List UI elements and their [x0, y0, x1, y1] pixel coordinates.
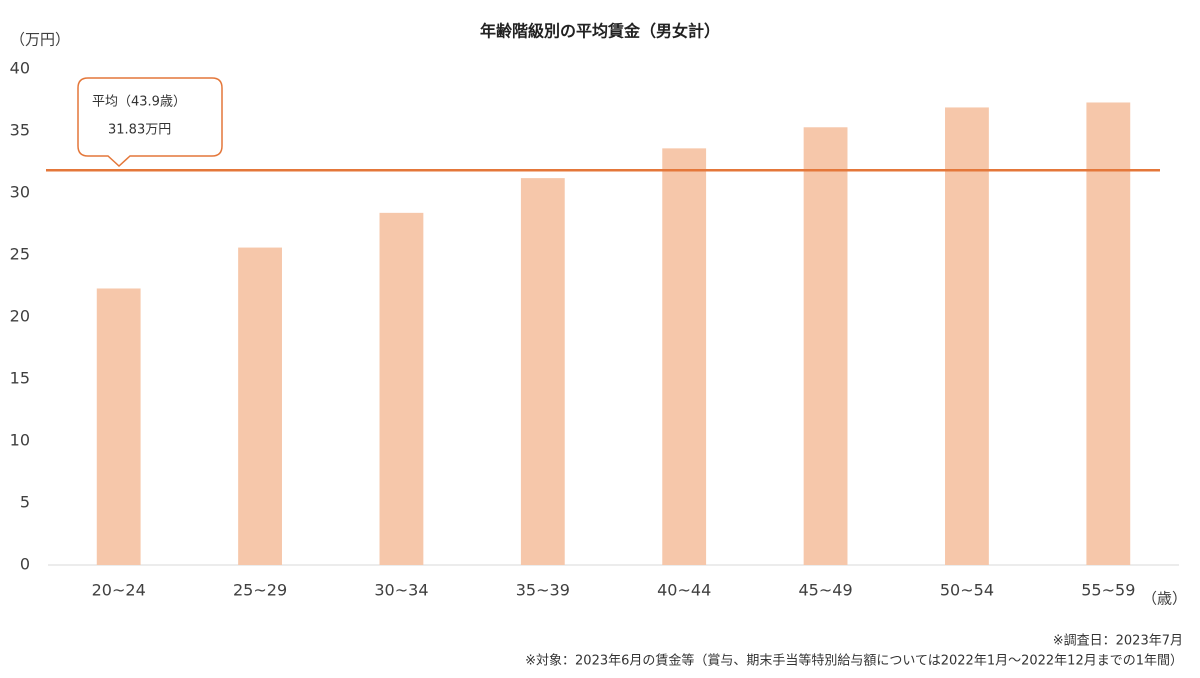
bar	[803, 127, 848, 565]
x-unit: （歳）	[1142, 590, 1187, 608]
x-tick-label: 40~44	[657, 581, 711, 600]
note: ※対象：2023年6月の賃金等（賞与、期末手当等特別給与額については2022年1…	[525, 653, 1183, 669]
y-tick-label: 15	[10, 369, 30, 388]
callout-title: 平均（43.9歳）	[92, 95, 186, 110]
callout-value: 31.83万円	[108, 123, 171, 138]
y-tick-label: 0	[20, 555, 30, 574]
bar	[238, 247, 282, 565]
bar	[1086, 102, 1131, 565]
note: ※調査日：2023年7月	[1053, 634, 1183, 649]
x-tick-label: 55~59	[1081, 581, 1135, 600]
y-tick-label: 25	[10, 245, 30, 264]
y-tick-label: 10	[10, 431, 30, 450]
bar	[662, 148, 707, 566]
x-tick-label: 50~54	[940, 581, 994, 600]
y-tick-label: 20	[10, 307, 30, 326]
callout	[77, 77, 223, 168]
x-tick-label: 30~34	[374, 581, 428, 600]
x-tick-label: 25~29	[233, 581, 287, 600]
bar	[520, 178, 565, 565]
x-tick-label: 20~24	[92, 581, 146, 600]
bar	[96, 288, 141, 565]
bar	[379, 212, 424, 565]
y-tick-label: 35	[10, 121, 30, 140]
y-tick-label: 5	[20, 493, 30, 512]
chart-title: 年齢階級別の平均賃金（男女計）	[480, 22, 720, 41]
y-tick-label: 30	[10, 183, 30, 202]
y-unit: （万円）	[10, 31, 70, 49]
y-tick-label: 40	[10, 59, 30, 78]
x-tick-label: 35~39	[516, 581, 570, 600]
bar	[945, 107, 989, 565]
x-tick-label: 45~49	[799, 581, 853, 600]
